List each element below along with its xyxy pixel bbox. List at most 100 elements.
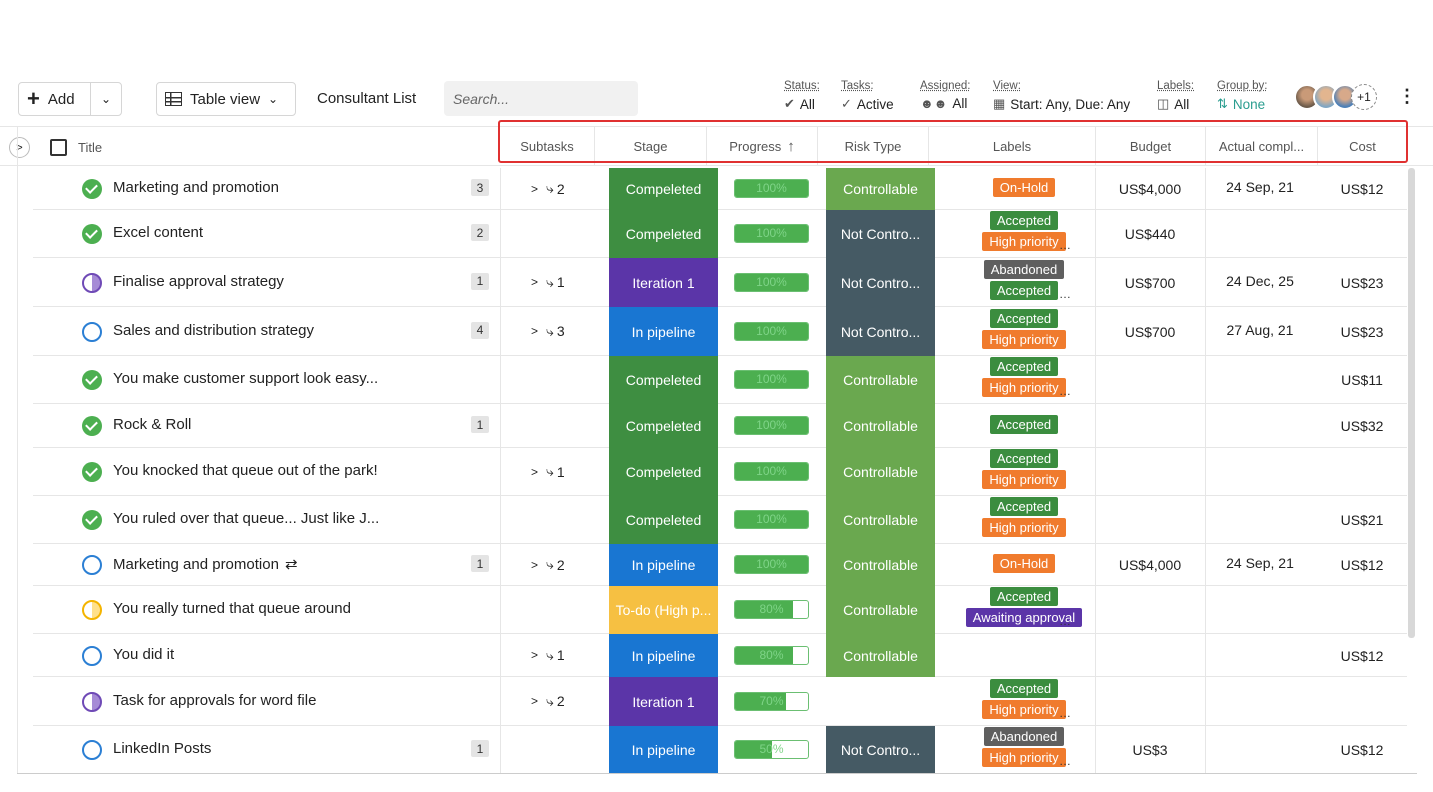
subtasks-toggle[interactable]: > ⤷ 3 [531,323,611,340]
comment-count-badge[interactable]: 3 [471,179,489,196]
subtasks-toggle[interactable]: > ⤷ 1 [531,647,611,664]
label-badge[interactable]: Awaiting approval [965,608,1083,627]
labels-cell[interactable]: Accepted High priority [951,496,1097,538]
comment-count-badge[interactable]: 1 [471,272,489,290]
label-badge[interactable]: Accepted [989,280,1059,300]
status-circle-icon[interactable] [82,416,102,436]
risk-type-cell[interactable]: Not Contro... [826,258,935,307]
column-header-labels[interactable]: Labels [928,127,1095,165]
more-labels-ellipsis[interactable]: … [1059,286,1071,301]
label-badge[interactable]: Accepted [989,357,1059,376]
more-labels-ellipsis[interactable]: … [1059,238,1071,252]
expand-panel-chevron-right-icon[interactable]: > [9,137,30,158]
labels-cell[interactable]: On-Hold [951,177,1097,198]
tasks-filter[interactable]: Tasks: ✓ Active [841,80,894,112]
status-circle-icon[interactable] [82,740,102,760]
status-circle-icon[interactable] [82,462,102,482]
task-title[interactable]: Rock & Roll [113,416,191,433]
labels-cell[interactable]: Accepted High priority… [951,356,1097,398]
risk-type-cell[interactable]: Controllable [826,356,935,404]
status-circle-icon[interactable] [82,600,102,620]
vertical-scrollbar[interactable] [1408,168,1415,638]
risk-type-cell[interactable]: Controllable [826,496,935,544]
label-badge[interactable]: High priority [982,699,1066,719]
risk-type-cell[interactable]: Controllable [826,448,935,496]
table-row[interactable]: Marketing and promotion ⇄ 1 > ⤷ 2 In pipeline 1… [33,544,1407,586]
task-title[interactable]: LinkedIn Posts [113,740,211,757]
column-header-risk-type[interactable]: Risk Type [817,127,928,165]
group-by-filter[interactable]: Group by: ⇅ None [1217,80,1268,112]
more-members-badge[interactable]: +1 [1351,84,1377,110]
more-labels-ellipsis[interactable]: … [1059,614,1071,628]
task-title[interactable]: Marketing and promotion [113,179,279,196]
view-selector-button[interactable]: Table view ⌄ [156,82,296,116]
stage-cell[interactable]: Iteration 1 [609,258,718,307]
label-badge[interactable]: Accepted [989,497,1059,516]
label-badge[interactable]: On-Hold [992,554,1056,573]
table-row[interactable]: You really turned that queue around To-do… [33,586,1407,634]
add-button[interactable]: + Add [19,83,91,115]
task-title[interactable]: Sales and distribution strategy [113,322,314,339]
column-header-subtasks[interactable]: Subtasks [500,127,594,165]
stage-cell[interactable]: Compeleted [609,404,718,448]
task-title[interactable]: You make customer support look easy... [113,370,378,387]
column-header-budget[interactable]: Budget [1095,127,1205,165]
label-badge[interactable]: High priority [982,748,1066,767]
stage-cell[interactable]: In pipeline [609,307,718,356]
column-header-stage[interactable]: Stage [594,127,706,165]
stage-cell[interactable]: In pipeline [609,726,718,774]
label-badge[interactable]: Accepted [989,587,1059,606]
stage-cell[interactable]: To-do (High p... [609,586,718,634]
label-badge[interactable]: Accepted [989,308,1059,328]
comment-count-badge[interactable]: 1 [471,555,489,572]
more-labels-ellipsis[interactable]: … [1059,705,1071,720]
stage-cell[interactable]: In pipeline [609,634,718,677]
status-circle-icon[interactable] [82,370,102,390]
column-header-cost[interactable]: Cost [1317,127,1407,165]
stage-cell[interactable]: Compeleted [609,356,718,404]
stage-cell[interactable]: Iteration 1 [609,677,718,726]
status-circle-icon[interactable] [82,645,102,666]
risk-type-cell[interactable]: Controllable [826,544,935,586]
more-options-icon[interactable]: ⋮ [1398,86,1416,106]
member-avatars[interactable]: +1 [1294,84,1377,110]
risk-type-cell[interactable]: Controllable [826,168,935,210]
table-row[interactable]: You make customer support look easy... Co… [33,356,1407,404]
comment-count-badge[interactable]: 1 [471,416,489,433]
stage-cell[interactable]: Compeleted [609,168,718,210]
task-title[interactable]: You really turned that queue around [113,600,351,617]
subtasks-toggle[interactable]: > ⤷ 2 [531,556,611,573]
labels-cell[interactable]: Accepted High priority… [951,210,1097,252]
more-labels-ellipsis[interactable]: … [1059,754,1071,768]
label-badge[interactable]: High priority [982,378,1066,397]
subtasks-toggle[interactable]: > ⤷ 2 [531,693,611,710]
table-row[interactable]: Task for approvals for word file > ⤷ 2 Itera… [33,677,1407,726]
risk-type-cell[interactable]: Not Contro... [826,307,935,356]
labels-cell[interactable]: Accepted High priority [951,448,1097,490]
table-row[interactable]: Excel content 2 Compeleted 100% Not Contro..… [33,210,1407,258]
subtasks-toggle[interactable]: > ⤷ 1 [531,463,611,480]
comment-count-badge[interactable]: 4 [471,321,489,339]
risk-type-cell[interactable]: Controllable [826,634,935,677]
status-circle-icon[interactable] [82,224,102,244]
search-input[interactable] [444,81,638,116]
status-circle-icon[interactable] [82,691,102,712]
view-filter[interactable]: View: ▦ Start: Any, Due: Any [993,80,1130,112]
status-circle-icon[interactable] [82,272,102,293]
status-circle-icon[interactable] [82,179,102,199]
status-filter[interactable]: Status: ✔︎ All [784,80,820,112]
label-badge[interactable]: Accepted [989,415,1059,434]
label-badge[interactable]: Abandoned [983,259,1065,279]
column-header-progress[interactable]: Progress ↑ [706,127,817,165]
stage-cell[interactable]: Compeleted [609,210,718,258]
task-title[interactable]: You did it [113,646,174,663]
risk-type-cell[interactable]: Not Contro... [826,210,935,258]
table-row[interactable]: Marketing and promotion 3 > ⤷ 2 Compeleted 100… [33,168,1407,210]
label-badge[interactable]: On-Hold [992,178,1056,197]
add-dropdown-chevron-down-icon[interactable]: ⌄ [100,92,112,106]
task-title[interactable]: You knocked that queue out of the park! [113,462,378,479]
column-header-actual-completion[interactable]: Actual compl... [1205,127,1317,165]
label-badge[interactable]: Accepted [989,449,1059,468]
comment-count-badge[interactable]: 1 [471,740,489,757]
stage-cell[interactable]: Compeleted [609,496,718,544]
